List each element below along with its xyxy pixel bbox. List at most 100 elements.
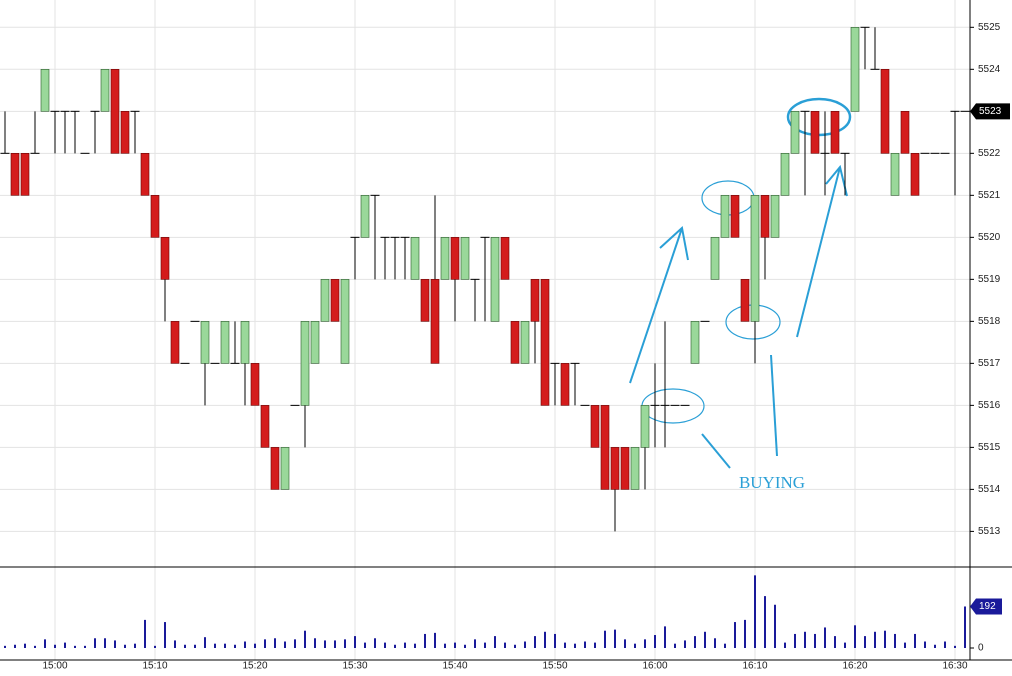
volume-bar [104,638,106,648]
candle-body [450,237,460,280]
candle-body [150,195,160,238]
y-tick-label: 5516 [978,400,1001,411]
volume-bar [374,638,376,648]
volume-bar [54,644,56,648]
volume-bar [454,642,456,648]
volume-bar [484,642,486,648]
candle-body [520,321,530,364]
volume-bar [814,633,816,648]
volume-bar [134,643,136,648]
volume-y-tick-label: 0 [978,643,984,654]
volume-bar [64,642,66,648]
volume-bar [684,640,686,648]
volume-bar [184,644,186,648]
volume-bar [244,641,246,648]
volume-bar [514,644,516,648]
volume-bar [754,575,756,648]
volume-bar [74,645,76,648]
y-tick-label: 5522 [978,148,1001,159]
x-tick-label: 15:40 [442,661,467,672]
candle-body [220,321,230,364]
y-tick-label: 5520 [978,232,1001,243]
volume-bar [474,639,476,648]
volume-bar [714,638,716,648]
candle-body [640,405,650,448]
volume-bar [224,643,226,648]
candle-body [720,195,730,238]
y-tick-label: 5519 [978,274,1001,285]
volume-bar [944,641,946,648]
candle-body [120,111,130,154]
candle-body [810,111,820,154]
candle-body [590,405,600,448]
volume-bar [724,643,726,648]
volume-bar [164,622,166,648]
candle-body [170,321,180,364]
volume-bar [664,626,666,648]
volume-bar [44,639,46,648]
volume-bar [834,636,836,648]
volume-bar [84,645,86,648]
volume-bar [214,643,216,648]
volume-bar [504,642,506,648]
y-tick-label: 5515 [978,442,1001,453]
candle-body [250,363,260,406]
volume-bar [794,633,796,648]
candle-body [890,153,900,196]
volume-bar [124,644,126,648]
candle-body [540,279,550,406]
volume-bar [884,630,886,648]
candle-body [160,237,170,280]
volume-bar [254,643,256,648]
x-tick-label: 15:20 [242,661,267,672]
candle-body [40,69,50,112]
candle-body [850,27,860,112]
volume-bar [384,642,386,648]
volume-bar [414,643,416,648]
y-tick-label: 5514 [978,484,1001,495]
candle-body [900,111,910,154]
candle-body [500,237,510,280]
candle-body [760,195,770,238]
volume-bar [434,632,436,648]
volume-bar [734,622,736,648]
volume-bar [924,641,926,648]
volume-bar [524,641,526,648]
volume-bar [784,642,786,648]
volume-bar [604,630,606,648]
candle-body [440,237,450,280]
volume-bar [614,629,616,648]
candle-body [880,69,890,154]
candle-body [140,153,150,196]
volume-bar [234,644,236,648]
volume-bar [394,644,396,648]
candle-body [280,447,290,490]
volume-bar [24,643,26,648]
candle-body [630,447,640,490]
volume-bar [144,619,146,648]
candle-body [770,195,780,238]
volume-bar [264,639,266,648]
volume-bar [764,596,766,648]
candle-body [600,405,610,490]
volume-bar [344,639,346,648]
volume-bar [654,635,656,648]
volume-bar [464,644,466,648]
volume-bar [854,625,856,648]
volume-bar [564,642,566,648]
volume-bar [194,644,196,648]
volume-bar [404,642,406,648]
candle-body [690,321,700,364]
volume-bar [594,642,596,648]
x-tick-label: 16:00 [642,661,667,672]
volume-bar [334,640,336,648]
candle-body [510,321,520,364]
volume-bar [574,643,576,648]
y-tick-label: 5513 [978,526,1001,537]
volume-bar [324,640,326,648]
candle-body [260,405,270,448]
volume-bar [694,636,696,648]
candle-body [330,279,340,322]
x-tick-label: 15:50 [542,661,567,672]
